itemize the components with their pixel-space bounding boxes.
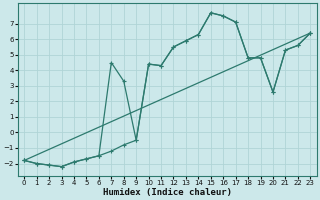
X-axis label: Humidex (Indice chaleur): Humidex (Indice chaleur) bbox=[103, 188, 232, 197]
